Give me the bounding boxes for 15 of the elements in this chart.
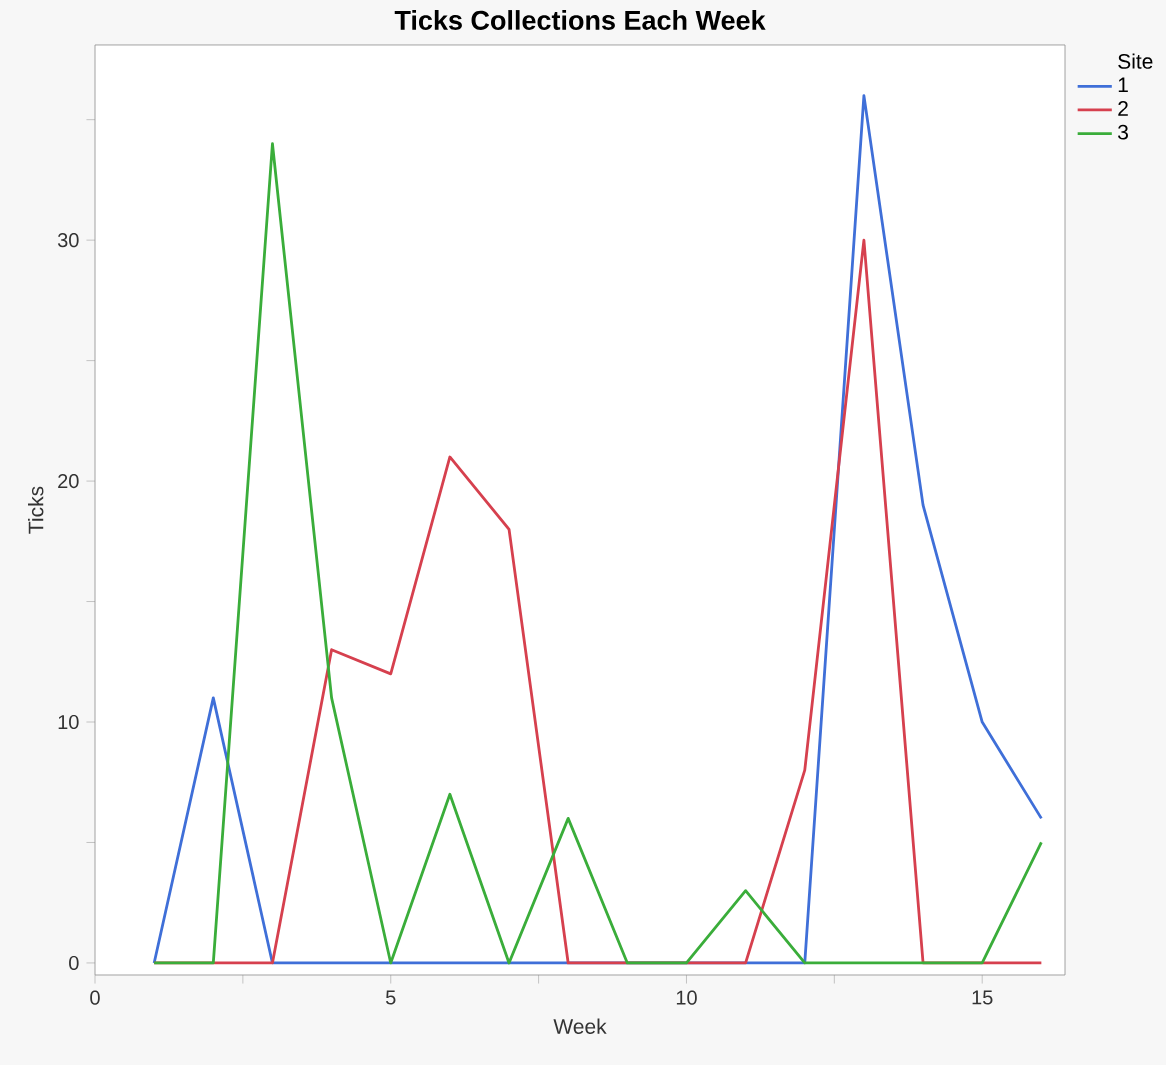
x-tick-label: 15 — [972, 990, 993, 1005]
x-axis-title: Week — [553, 1018, 607, 1034]
x-tick-label: 0 — [90, 990, 100, 1005]
y-tick-label: 20 — [58, 474, 79, 489]
legend-label: 3 — [1118, 124, 1128, 140]
x-tick-label: 10 — [676, 990, 697, 1005]
x-tick-label: 5 — [385, 990, 396, 1005]
y-tick-label: 10 — [58, 714, 79, 730]
chart-title: Ticks Collections Each Week — [394, 10, 766, 30]
legend-title: Site — [1118, 53, 1153, 69]
y-tick-label: 0 — [69, 955, 79, 971]
legend-label: 2 — [1118, 101, 1128, 116]
legend-label: 1 — [1118, 77, 1128, 93]
y-tick-label: 30 — [57, 233, 79, 248]
y-axis-title: Ticks — [28, 486, 44, 534]
